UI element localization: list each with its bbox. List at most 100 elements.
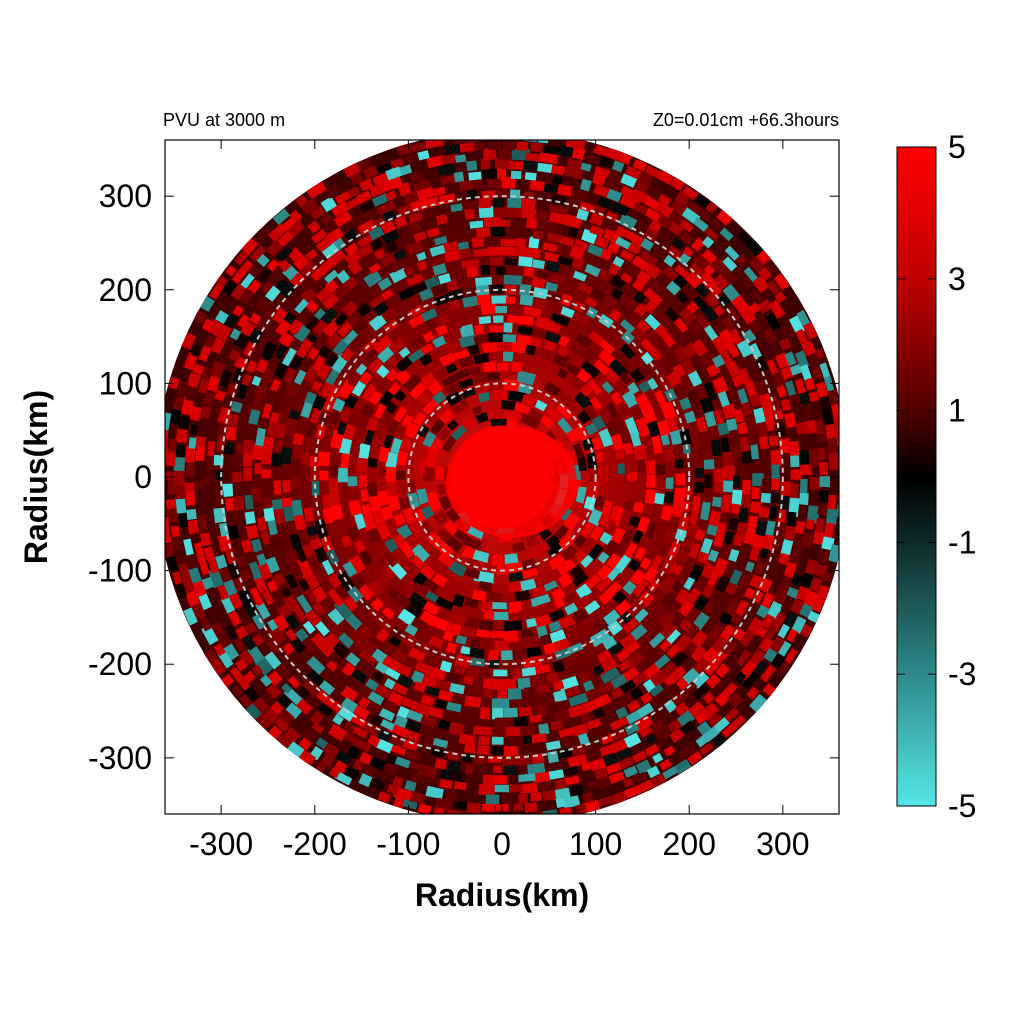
pv-cell	[242, 439, 255, 453]
pv-cell	[329, 501, 344, 521]
pv-cell	[748, 547, 760, 562]
pv-cell	[286, 741, 305, 759]
pv-cell	[325, 367, 341, 386]
pv-cell	[399, 798, 418, 810]
pv-cell	[255, 358, 269, 374]
pv-cell	[702, 305, 720, 324]
pv-cell	[611, 527, 627, 544]
pv-cell	[582, 791, 595, 805]
pv-cell	[511, 340, 527, 354]
pv-cell	[484, 813, 501, 814]
pv-cell	[595, 795, 614, 808]
pv-cell	[435, 596, 454, 611]
pv-cell	[245, 622, 257, 634]
pv-cell	[473, 334, 489, 345]
pv-cell	[550, 312, 571, 327]
pv-cell	[533, 614, 552, 628]
pv-cell	[353, 511, 367, 530]
pv-cell	[807, 610, 820, 623]
pv-cell	[512, 541, 526, 554]
pv-cell	[485, 592, 501, 603]
pv-cell	[424, 140, 445, 149]
pv-cell	[752, 473, 764, 487]
pv-cell	[614, 448, 625, 459]
y-axis-title: Radius(km)	[18, 390, 54, 564]
pv-cell	[530, 792, 543, 802]
pv-cell	[455, 634, 467, 645]
pv-cell	[718, 611, 734, 627]
pv-cell	[625, 710, 642, 725]
pv-cell	[251, 394, 265, 412]
pv-cell	[502, 334, 517, 343]
pv-cell	[417, 803, 432, 814]
pv-cell	[581, 538, 598, 555]
pv-cell	[547, 750, 559, 764]
pv-cell	[266, 259, 280, 272]
pv-cell	[357, 443, 371, 459]
pv-cell	[289, 533, 302, 550]
pv-cell	[340, 535, 353, 548]
pv-cell	[254, 298, 271, 314]
pv-cell	[249, 312, 262, 325]
pv-cell	[305, 249, 318, 261]
pv-cell	[627, 558, 642, 572]
pv-cell	[819, 461, 828, 476]
pv-cell	[719, 327, 737, 347]
pv-cell	[790, 573, 803, 587]
pv-cell	[185, 463, 195, 477]
pv-cell	[207, 555, 219, 574]
pv-cell	[458, 179, 475, 192]
pv-cell	[234, 555, 248, 569]
pv-cell	[439, 565, 453, 578]
pv-cell	[665, 477, 674, 490]
pv-cell	[713, 482, 726, 494]
pv-cell	[281, 347, 297, 367]
pv-cell	[610, 287, 624, 300]
pv-cell	[564, 591, 578, 603]
pv-cell	[688, 424, 701, 445]
pv-cell	[516, 370, 537, 386]
pv-cell	[360, 489, 369, 502]
pv-cell	[246, 327, 263, 345]
pv-cell	[377, 791, 391, 804]
pv-cell	[348, 555, 366, 575]
pv-cell	[494, 157, 510, 170]
pv-cell	[264, 285, 281, 302]
pv-cell	[198, 375, 211, 394]
pv-cell	[688, 319, 703, 335]
pv-cell	[317, 451, 331, 467]
pv-cell	[554, 778, 567, 792]
pv-cell	[707, 510, 721, 530]
pv-cell	[388, 382, 401, 396]
pv-cell	[503, 274, 523, 286]
pv-cell	[350, 725, 368, 739]
y-tick-label: -100	[88, 553, 152, 589]
pv-cell	[659, 758, 673, 771]
pv-cell	[425, 686, 440, 697]
pv-cell	[586, 718, 602, 730]
pv-cell	[181, 332, 196, 350]
pv-cell	[786, 628, 799, 643]
pv-cell	[346, 526, 360, 541]
pv-cell	[756, 604, 770, 619]
x-axis: -300 -200 -100 0 100 200 300	[189, 140, 810, 862]
pv-cell	[527, 695, 539, 707]
pv-cell	[804, 559, 818, 577]
pv-cell	[511, 170, 522, 180]
pv-cell	[381, 229, 400, 245]
pv-cell	[351, 318, 369, 335]
pv-cell	[557, 533, 576, 552]
pv-cell	[380, 719, 395, 731]
pv-cell	[369, 756, 386, 771]
pv-cell	[480, 601, 493, 613]
pv-cell	[307, 455, 320, 467]
pv-cell	[388, 576, 405, 593]
pv-cell	[818, 550, 830, 564]
pv-cell	[670, 580, 684, 594]
pv-cell	[655, 726, 671, 742]
pv-cell	[220, 596, 235, 614]
pv-cell	[804, 377, 816, 391]
pv-cell	[463, 685, 479, 695]
pv-cell	[362, 721, 380, 737]
pv-cell	[815, 381, 829, 401]
